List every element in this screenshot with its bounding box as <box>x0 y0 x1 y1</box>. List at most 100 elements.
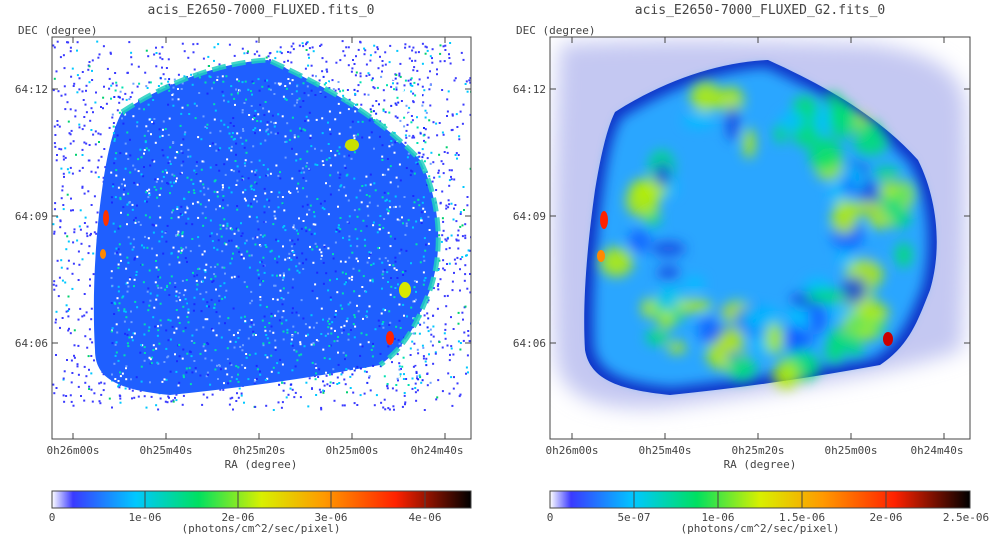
noise-pixel <box>84 381 87 384</box>
noise-pixel <box>55 159 58 162</box>
texture-pixel <box>399 373 402 376</box>
texture-pixel <box>140 264 143 266</box>
texture-pixel <box>114 378 117 380</box>
texture-pixel <box>390 104 393 107</box>
texture-pixel <box>387 209 390 212</box>
texture-pixel <box>166 224 169 227</box>
texture-pixel <box>381 287 383 290</box>
texture-pixel <box>336 149 339 152</box>
noise-pixel <box>431 180 434 183</box>
noise-pixel <box>411 340 414 343</box>
texture-pixel <box>429 162 432 165</box>
texture-pixel <box>192 271 194 274</box>
texture-pixel <box>197 136 200 139</box>
texture-pixel <box>410 262 412 265</box>
texture-pixel <box>396 218 399 221</box>
texture-pixel <box>222 199 225 202</box>
noise-pixel <box>73 82 76 85</box>
texture-pixel <box>127 236 130 239</box>
texture-pixel <box>270 325 273 328</box>
texture-pixel <box>369 279 372 282</box>
texture-pixel <box>175 180 177 183</box>
texture-pixel <box>350 371 353 374</box>
noise-pixel <box>355 71 358 74</box>
texture-pixel <box>397 339 400 342</box>
noise-pixel <box>352 59 354 61</box>
texture-pixel <box>305 258 308 261</box>
noise-pixel <box>88 245 91 248</box>
texture-pixel <box>214 109 217 112</box>
texture-pixel <box>135 270 138 273</box>
texture-pixel <box>140 380 143 383</box>
texture-pixel <box>413 81 416 84</box>
texture-pixel <box>191 371 194 374</box>
noise-pixel <box>94 143 97 146</box>
texture-blob <box>690 82 722 112</box>
texture-pixel <box>237 228 240 231</box>
texture-pixel <box>248 254 251 257</box>
noise-pixel <box>443 151 446 153</box>
texture-pixel <box>377 247 380 249</box>
noise-pixel <box>312 50 315 53</box>
texture-pixel <box>284 156 287 159</box>
noise-pixel <box>73 231 76 234</box>
noise-pixel <box>95 221 98 224</box>
noise-pixel <box>462 103 465 106</box>
texture-pixel <box>115 341 118 344</box>
texture-pixel <box>213 246 216 249</box>
texture-pixel <box>162 175 165 178</box>
texture-pixel <box>251 93 253 96</box>
noise-pixel <box>452 218 455 221</box>
noise-pixel <box>90 107 93 110</box>
texture-pixel <box>145 125 148 128</box>
noise-pixel <box>108 397 111 400</box>
texture-pixel <box>236 179 239 182</box>
texture-pixel <box>130 321 133 324</box>
texture-pixel <box>181 357 184 360</box>
texture-pixel <box>387 168 390 171</box>
colorbar-label: (photons/cm^2/sec/pixel) <box>681 522 840 535</box>
texture-pixel <box>149 299 152 302</box>
noise-pixel <box>91 69 93 72</box>
texture-pixel <box>281 196 284 198</box>
noise-pixel <box>93 392 96 395</box>
texture-pixel <box>222 94 225 97</box>
noise-pixel <box>74 109 77 112</box>
texture-pixel <box>316 297 319 300</box>
texture-pixel <box>215 164 218 166</box>
noise-pixel <box>299 396 302 399</box>
noise-pixel <box>70 129 73 132</box>
texture-pixel <box>171 98 174 101</box>
texture-pixel <box>296 359 299 362</box>
texture-pixel <box>400 92 403 95</box>
noise-pixel <box>281 401 284 404</box>
texture-pixel <box>226 204 229 207</box>
plot-frame <box>51 36 472 440</box>
texture-pixel <box>343 186 346 189</box>
texture-pixel <box>138 107 141 110</box>
texture-pixel <box>131 208 134 211</box>
texture-blob <box>658 308 674 329</box>
noise-pixel <box>88 61 91 63</box>
texture-pixel <box>352 323 355 326</box>
texture-pixel <box>169 282 171 285</box>
texture-pixel <box>208 305 210 308</box>
texture-pixel <box>387 281 389 283</box>
noise-pixel <box>340 373 343 376</box>
texture-pixel <box>339 304 342 307</box>
texture-pixel <box>124 142 127 145</box>
noise-pixel <box>425 46 428 49</box>
texture-pixel <box>292 251 295 253</box>
noise-pixel <box>69 50 72 53</box>
texture-pixel <box>429 84 432 86</box>
texture-pixel <box>259 120 262 123</box>
texture-pixel <box>214 349 217 352</box>
texture-pixel <box>122 193 125 196</box>
noise-pixel <box>76 239 79 242</box>
noise-pixel <box>469 77 471 80</box>
texture-pixel <box>251 237 254 240</box>
noise-pixel <box>397 379 399 382</box>
texture-pixel <box>416 142 419 144</box>
texture-pixel <box>291 344 294 347</box>
noise-pixel <box>102 45 105 48</box>
